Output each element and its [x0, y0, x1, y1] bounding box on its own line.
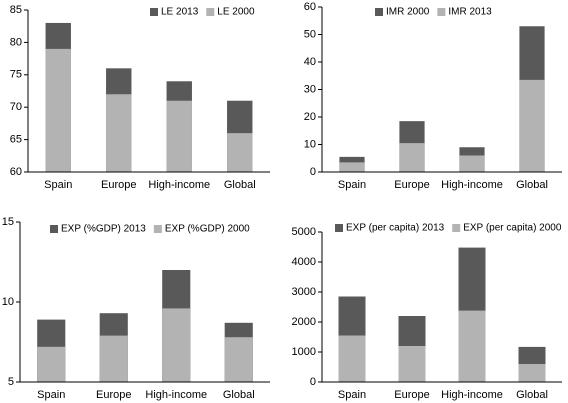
bar — [45, 48, 71, 172]
y-tick-label: 4000 — [292, 256, 316, 268]
x-tick-label: Spain — [44, 179, 72, 191]
y-tick-label: 65 — [10, 134, 22, 146]
bar — [37, 346, 66, 382]
x-tick-label: Europe — [394, 179, 429, 191]
x-tick-label: Global — [516, 389, 548, 401]
y-tick-label: 60 — [304, 1, 316, 13]
x-tick-label: Europe — [101, 179, 136, 191]
legend-swatch — [335, 224, 343, 232]
x-tick-label: High-income — [145, 389, 207, 401]
y-tick-label: 15 — [2, 216, 14, 228]
y-tick-label: 40 — [304, 56, 316, 68]
x-tick-label: Global — [224, 179, 256, 191]
y-tick-label: 1000 — [292, 346, 316, 358]
bar — [399, 143, 425, 172]
legend-swatch — [150, 8, 158, 16]
legend-swatch — [153, 225, 162, 233]
x-tick-label: Europe — [96, 389, 131, 401]
legend-label: EXP (%GDP) 2013 — [61, 224, 146, 235]
legend-label: EXP (per capita) 2000 — [463, 223, 562, 234]
y-tick-label: 5000 — [292, 226, 316, 238]
legend-label: EXP (%GDP) 2000 — [165, 224, 250, 235]
x-tick-label: Global — [516, 179, 548, 191]
bar — [338, 335, 366, 382]
y-tick-label: 2000 — [292, 316, 316, 328]
y-tick-label: 10 — [2, 296, 14, 308]
y-tick-label: 20 — [304, 111, 316, 123]
x-tick-label: High-income — [441, 389, 503, 401]
y-tick-label: 70 — [10, 101, 22, 113]
legend-label: EXP (per capita) 2013 — [346, 223, 445, 234]
y-tick-label: 60 — [10, 166, 22, 178]
x-tick-label: Global — [223, 389, 255, 401]
x-tick-label: Spain — [37, 389, 65, 401]
bar — [99, 335, 128, 382]
bar — [518, 364, 546, 382]
legend-swatch — [437, 8, 446, 16]
y-tick-label: 0 — [310, 166, 316, 178]
bar — [458, 310, 486, 382]
legend-swatch — [206, 8, 215, 16]
bar — [398, 346, 426, 382]
x-tick-label: Spain — [338, 179, 366, 191]
bar — [459, 155, 485, 172]
bar — [339, 162, 365, 172]
y-tick-label: 0 — [310, 376, 316, 388]
bar — [166, 100, 192, 172]
legend-label: IMR 2000 — [386, 7, 430, 18]
y-tick-label: 85 — [10, 4, 22, 16]
y-tick-label: 5 — [8, 376, 14, 388]
y-tick-label: 50 — [304, 28, 316, 40]
y-tick-label: 80 — [10, 36, 22, 48]
bar — [224, 337, 253, 382]
bar — [227, 133, 253, 172]
legend-swatch — [375, 8, 383, 16]
legend-label: LE 2013 — [161, 7, 199, 18]
legend-swatch — [50, 225, 58, 233]
x-tick-label: High-income — [441, 179, 503, 191]
y-tick-label: 3000 — [292, 286, 316, 298]
y-tick-label: 30 — [304, 83, 316, 95]
bar — [106, 94, 132, 172]
legend-label: IMR 2013 — [448, 7, 492, 18]
legend-label: LE 2000 — [217, 7, 255, 18]
y-tick-label: 75 — [10, 69, 22, 81]
legend-swatch — [452, 224, 461, 232]
y-tick-label: 10 — [304, 138, 316, 150]
x-tick-label: Spain — [338, 389, 366, 401]
x-tick-label: Europe — [394, 389, 429, 401]
bar — [162, 308, 191, 382]
bar — [519, 79, 545, 172]
x-tick-label: High-income — [148, 179, 210, 191]
